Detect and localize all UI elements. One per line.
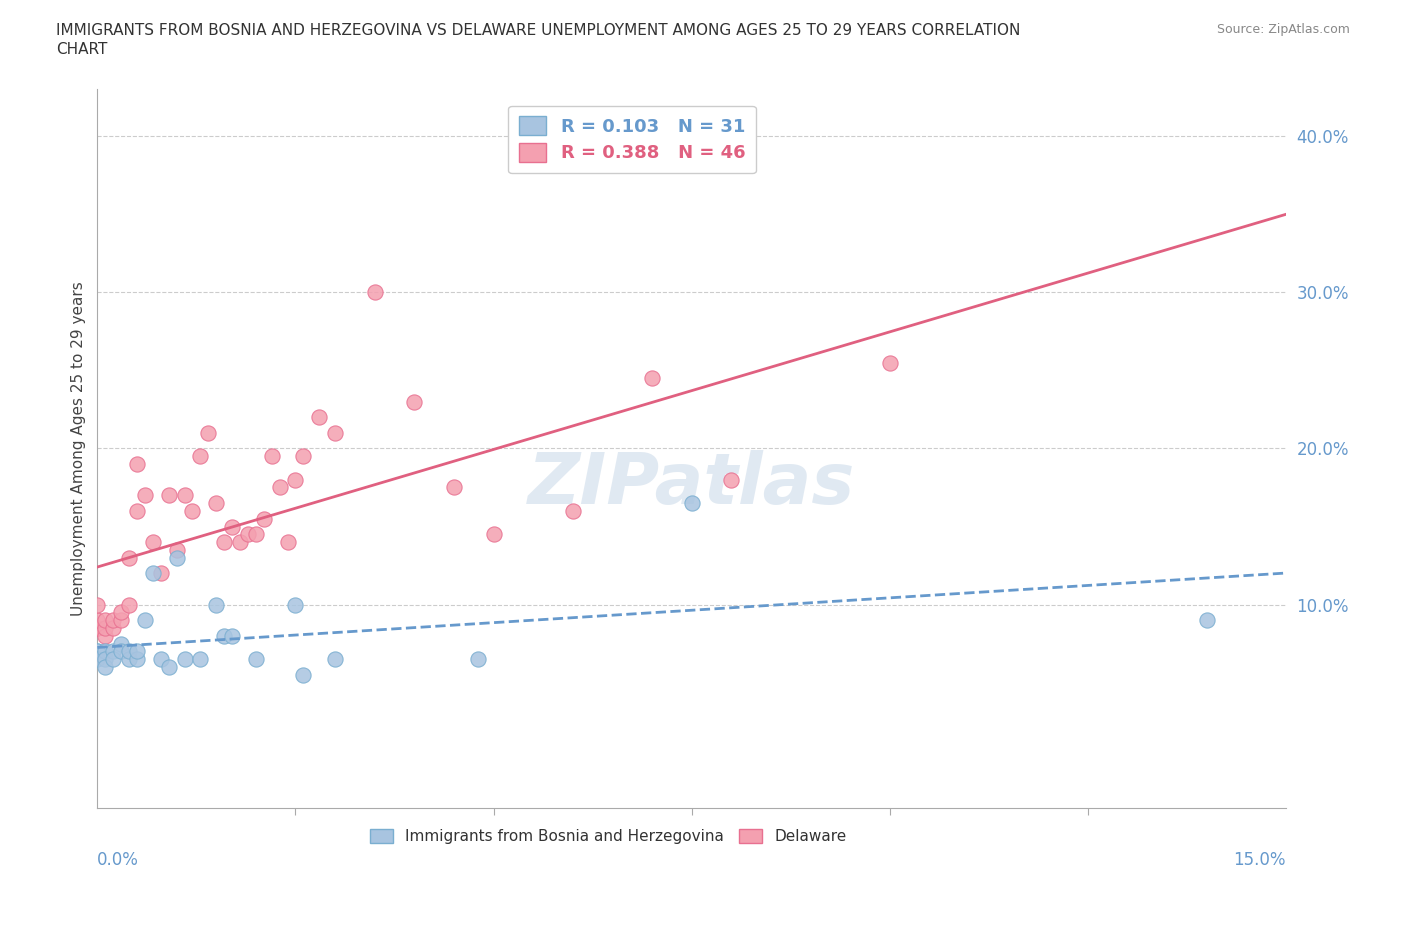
Point [212,629,235,644]
Point [720,472,742,487]
Point [125,652,148,667]
Point [197,425,219,440]
Point [118,652,141,667]
Text: CHART: CHART [56,42,108,57]
Text: 15.0%: 15.0% [1233,851,1286,869]
Legend: Immigrants from Bosnia and Herzegovina, Delaware: Immigrants from Bosnia and Herzegovina, … [364,823,853,850]
Point [561,503,583,518]
Point [125,503,148,518]
Point [118,551,141,565]
Point [190,449,212,464]
Point [681,496,703,511]
Point [245,652,267,667]
Point [323,652,346,667]
Point [94,659,117,674]
Point [443,480,465,495]
Point [1195,613,1218,628]
Point [221,519,243,534]
Point [292,449,315,464]
Point [103,652,125,667]
Text: IMMIGRANTS FROM BOSNIA AND HERZEGOVINA VS DELAWARE UNEMPLOYMENT AMONG AGES 25 TO: IMMIGRANTS FROM BOSNIA AND HERZEGOVINA V… [56,23,1021,38]
Point [482,527,505,542]
Point [103,613,125,628]
Point [94,644,117,658]
Y-axis label: Unemployment Among Ages 25 to 29 years: Unemployment Among Ages 25 to 29 years [72,281,86,616]
Point [86,620,108,635]
Point [308,410,330,425]
Point [149,652,172,667]
Point [86,652,108,667]
Point [363,285,385,299]
Point [149,566,172,581]
Point [110,604,132,619]
Point [190,652,212,667]
Point [173,652,195,667]
Point [110,644,132,658]
Point [86,597,108,612]
Point [157,659,180,674]
Point [269,480,291,495]
Point [94,652,117,667]
Point [134,613,156,628]
Point [134,488,156,503]
Text: ZIPatlas: ZIPatlas [527,450,855,519]
Point [166,542,188,557]
Text: Source: ZipAtlas.com: Source: ZipAtlas.com [1216,23,1350,36]
Point [103,620,125,635]
Point [292,668,315,683]
Point [879,355,901,370]
Point [284,597,307,612]
Point [467,652,489,667]
Point [94,620,117,635]
Point [276,535,298,550]
Point [253,512,276,526]
Point [103,644,125,658]
Point [245,527,267,542]
Point [166,551,188,565]
Point [157,488,180,503]
Point [142,535,165,550]
Point [110,613,132,628]
Point [86,644,108,658]
Point [86,620,108,635]
Point [86,644,108,658]
Text: 0.0%: 0.0% [97,851,139,869]
Point [212,535,235,550]
Point [404,394,426,409]
Point [125,644,148,658]
Point [221,629,243,644]
Point [118,644,141,658]
Point [205,597,228,612]
Point [173,488,195,503]
Point [181,503,204,518]
Point [86,613,108,628]
Point [236,527,259,542]
Point [641,371,664,386]
Point [323,425,346,440]
Point [94,613,117,628]
Point [142,566,165,581]
Point [94,629,117,644]
Point [229,535,252,550]
Point [110,636,132,651]
Point [125,457,148,472]
Point [284,472,307,487]
Point [260,449,283,464]
Point [205,496,228,511]
Point [118,597,141,612]
